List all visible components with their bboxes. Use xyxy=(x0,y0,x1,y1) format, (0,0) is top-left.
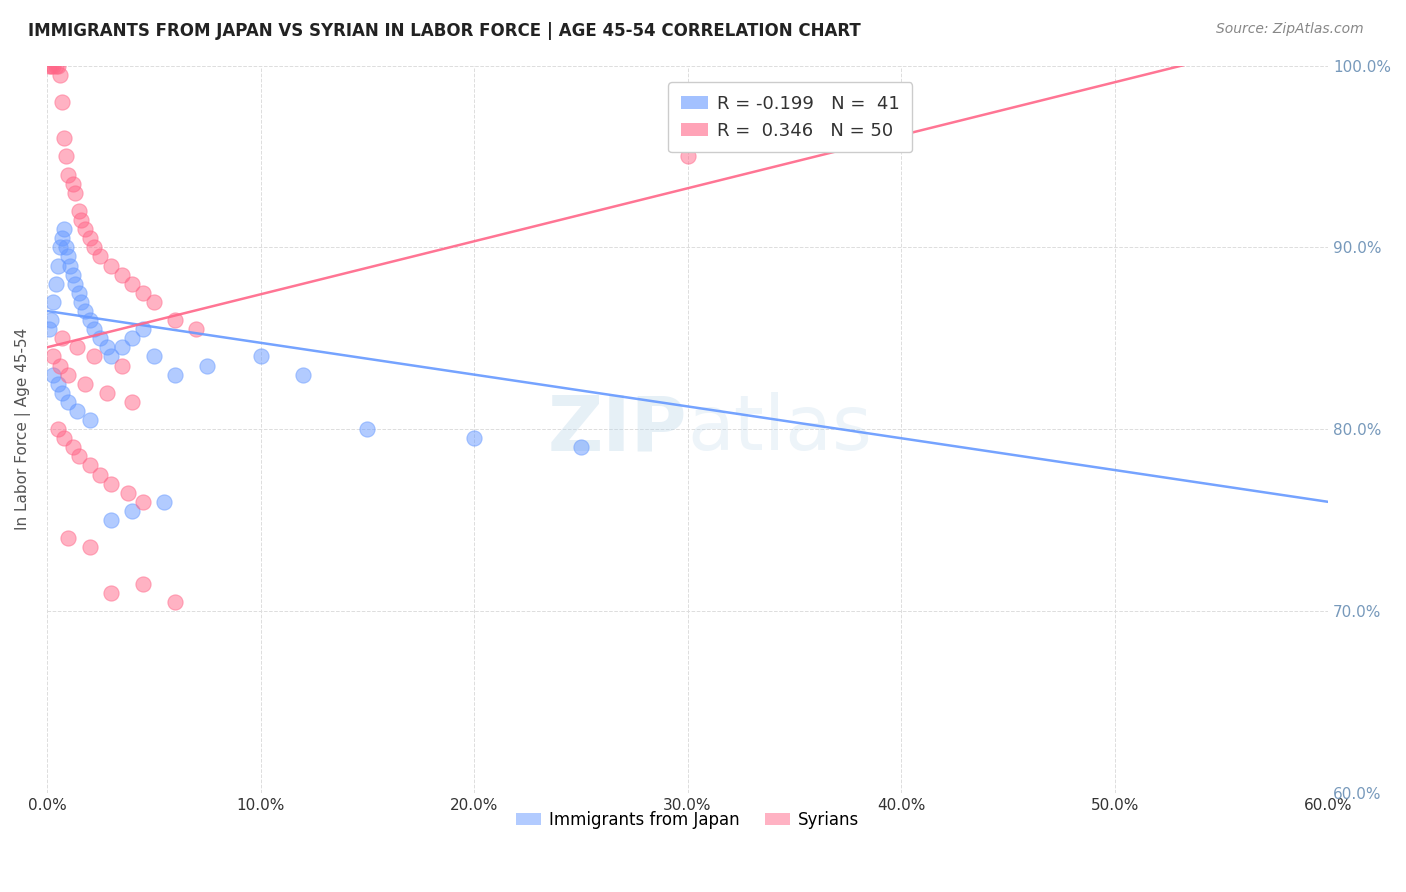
Point xyxy=(132,495,155,509)
Point xyxy=(100,350,122,364)
Point xyxy=(42,368,65,382)
Point xyxy=(100,476,122,491)
Point xyxy=(58,531,80,545)
Point xyxy=(51,385,73,400)
Point xyxy=(38,322,60,336)
Point xyxy=(42,59,65,73)
Point xyxy=(165,595,187,609)
Point xyxy=(62,268,84,282)
Point xyxy=(142,294,165,309)
Point xyxy=(121,395,143,409)
Point xyxy=(117,485,139,500)
Point xyxy=(100,585,122,599)
Point xyxy=(79,413,101,427)
Point xyxy=(51,331,73,345)
Text: atlas: atlas xyxy=(688,392,873,467)
Point xyxy=(67,450,90,464)
Point xyxy=(58,168,80,182)
Point xyxy=(89,250,111,264)
Text: IMMIGRANTS FROM JAPAN VS SYRIAN IN LABOR FORCE | AGE 45-54 CORRELATION CHART: IMMIGRANTS FROM JAPAN VS SYRIAN IN LABOR… xyxy=(28,22,860,40)
Point xyxy=(75,376,97,391)
Point xyxy=(75,304,97,318)
Point xyxy=(132,322,155,336)
Point xyxy=(58,250,80,264)
Point xyxy=(83,240,105,254)
Point xyxy=(249,350,271,364)
Point xyxy=(121,331,143,345)
Point xyxy=(292,368,315,382)
Point xyxy=(96,340,118,354)
Point xyxy=(49,240,72,254)
Point xyxy=(55,149,77,163)
Point xyxy=(79,541,101,555)
Point xyxy=(70,213,93,227)
Point xyxy=(132,576,155,591)
Point xyxy=(111,359,134,373)
Point xyxy=(39,313,62,327)
Point xyxy=(59,259,82,273)
Point xyxy=(66,340,89,354)
Point xyxy=(62,177,84,191)
Point xyxy=(153,495,176,509)
Point xyxy=(39,59,62,73)
Point xyxy=(46,376,69,391)
Point xyxy=(46,259,69,273)
Text: Source: ZipAtlas.com: Source: ZipAtlas.com xyxy=(1216,22,1364,37)
Point xyxy=(100,259,122,273)
Point xyxy=(121,504,143,518)
Point xyxy=(142,350,165,364)
Point xyxy=(569,440,592,454)
Point xyxy=(79,313,101,327)
Point xyxy=(463,431,485,445)
Text: ZIP: ZIP xyxy=(548,392,688,467)
Point xyxy=(186,322,208,336)
Legend: Immigrants from Japan, Syrians: Immigrants from Japan, Syrians xyxy=(509,804,866,835)
Point xyxy=(67,285,90,300)
Point xyxy=(63,277,86,291)
Point xyxy=(46,422,69,436)
Point xyxy=(165,313,187,327)
Point xyxy=(58,395,80,409)
Point xyxy=(51,231,73,245)
Point xyxy=(111,340,134,354)
Point xyxy=(53,431,76,445)
Y-axis label: In Labor Force | Age 45-54: In Labor Force | Age 45-54 xyxy=(15,328,31,530)
Point xyxy=(53,222,76,236)
Point xyxy=(89,331,111,345)
Point xyxy=(83,350,105,364)
Point xyxy=(49,68,72,82)
Point xyxy=(51,95,73,109)
Point xyxy=(53,131,76,145)
Point xyxy=(75,222,97,236)
Point xyxy=(100,513,122,527)
Point xyxy=(63,186,86,200)
Point xyxy=(79,231,101,245)
Point xyxy=(38,59,60,73)
Point xyxy=(46,59,69,73)
Point xyxy=(70,294,93,309)
Point xyxy=(356,422,378,436)
Point xyxy=(42,294,65,309)
Point xyxy=(58,368,80,382)
Point xyxy=(42,350,65,364)
Point xyxy=(79,458,101,473)
Point xyxy=(165,368,187,382)
Point xyxy=(62,440,84,454)
Point xyxy=(89,467,111,482)
Point xyxy=(66,404,89,418)
Point xyxy=(67,204,90,219)
Point xyxy=(44,59,66,73)
Point xyxy=(195,359,218,373)
Point xyxy=(676,149,699,163)
Point xyxy=(96,385,118,400)
Point xyxy=(49,359,72,373)
Point xyxy=(44,277,66,291)
Point xyxy=(111,268,134,282)
Point xyxy=(132,285,155,300)
Point xyxy=(55,240,77,254)
Point xyxy=(121,277,143,291)
Point xyxy=(83,322,105,336)
